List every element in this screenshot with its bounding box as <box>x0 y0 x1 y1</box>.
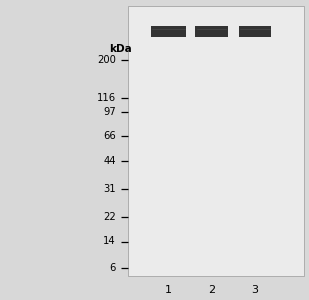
Bar <box>196 26 228 37</box>
Text: 14: 14 <box>103 236 116 247</box>
Text: 200: 200 <box>97 55 116 65</box>
Text: 44: 44 <box>104 156 116 167</box>
Text: kDa: kDa <box>109 44 132 53</box>
Text: 22: 22 <box>103 212 116 222</box>
Text: 1: 1 <box>165 285 172 296</box>
Bar <box>128 6 304 276</box>
Bar <box>151 26 186 37</box>
Bar <box>239 26 271 37</box>
Text: 97: 97 <box>103 106 116 117</box>
Text: 3: 3 <box>252 285 258 296</box>
Text: 6: 6 <box>109 262 116 273</box>
Text: 116: 116 <box>97 93 116 103</box>
Text: 2: 2 <box>208 285 215 296</box>
Text: 31: 31 <box>103 184 116 194</box>
Text: 66: 66 <box>103 130 116 141</box>
